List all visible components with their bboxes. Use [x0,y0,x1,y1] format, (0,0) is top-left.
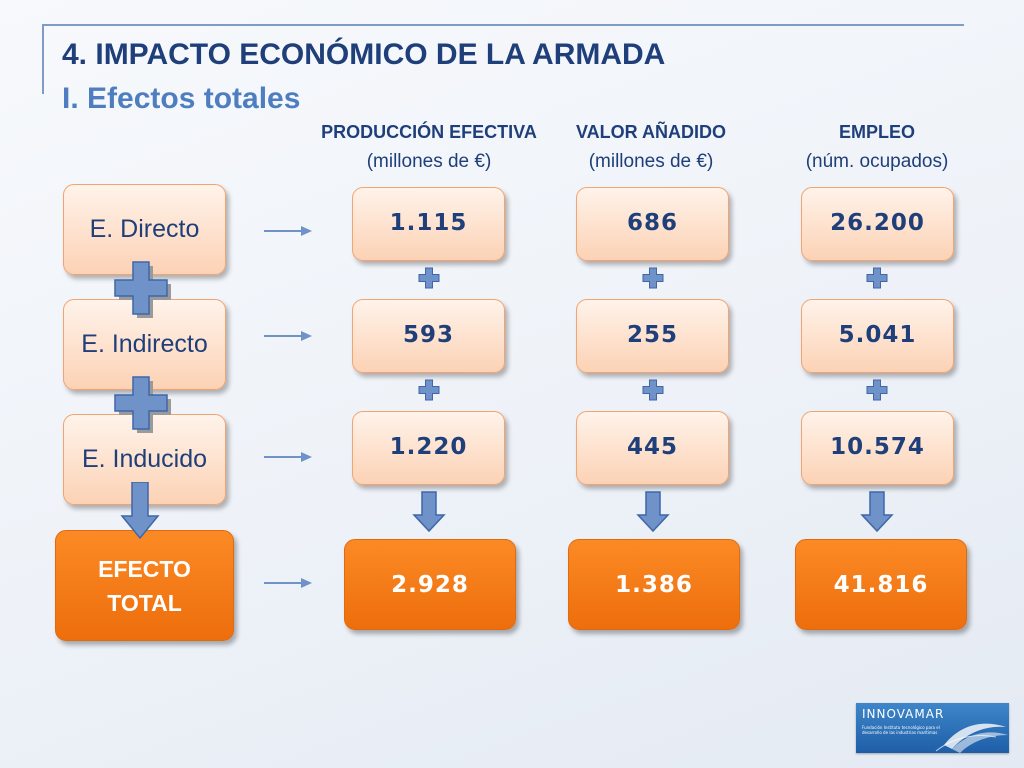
arrow-down-icon [412,491,446,533]
arrow-right-icon [264,226,312,236]
value-directo-valor-anadido: 686 [576,187,729,261]
slide-title: 4. IMPACTO ECONÓMICO DE LA ARMADA [62,38,666,71]
value-total-valor-anadido: 1.386 [568,539,740,630]
column-header-valor-anadido: VALOR AÑADIDO (millones de €) [542,120,760,174]
value-directo-produccion: 1.115 [352,187,505,261]
frame-left-line [42,24,44,94]
value-indirecto-empleo: 5.041 [801,299,954,373]
frame-top-line [42,24,964,26]
value-directo-empleo: 26.200 [801,187,954,261]
column-header-unit: (millones de €) [588,151,714,172]
value-inducido-valor-anadido: 445 [576,411,729,485]
value-inducido-produccion: 1.220 [352,411,505,485]
column-header-produccion: PRODUCCIÓN EFECTIVA (millones de €) [290,120,568,174]
value-total-empleo: 41.816 [795,539,967,630]
arrow-right-icon [264,331,312,341]
column-header-title: EMPLEO [838,122,915,142]
row-label-efecto-total: EFECTO TOTAL [55,530,234,641]
arrow-right-icon [264,452,312,462]
logo-wordmark: INNOVAMAR [862,707,945,721]
innovamar-logo: INNOVAMAR Fundación Instituto tecnológic… [856,703,1009,753]
column-header-title: PRODUCCIÓN EFECTIVA [321,122,537,142]
column-header-empleo: EMPLEO (núm. ocupados) [770,120,984,174]
value-indirecto-produccion: 593 [352,299,505,373]
row-label-directo: E. Directo [63,184,226,275]
total-label-line-2: TOTAL [107,589,182,616]
logo-wave-graphic [935,723,1008,753]
arrow-right-icon [264,578,312,588]
column-header-unit: (núm. ocupados) [805,151,949,172]
logo-tagline: Fundación Instituto tecnológico para el … [862,725,940,735]
plus-icon [642,379,664,401]
plus-icon [642,267,664,289]
plus-icon [866,379,888,401]
total-label-line-1: EFECTO [98,555,191,582]
plus-icon [418,379,440,401]
value-total-produccion: 2.928 [344,539,516,630]
slide-subtitle: I. Efectos totales [62,82,301,115]
arrow-down-icon [636,491,670,533]
plus-icon [866,267,888,289]
plus-icon [114,376,171,433]
plus-icon [418,267,440,289]
column-header-unit: (millones de €) [366,151,492,172]
value-indirecto-valor-anadido: 255 [576,299,729,373]
column-header-title: VALOR AÑADIDO [576,122,726,142]
arrow-down-icon [860,491,894,533]
arrow-down-icon [120,482,160,540]
value-inducido-empleo: 10.574 [801,411,954,485]
plus-icon [114,261,171,318]
